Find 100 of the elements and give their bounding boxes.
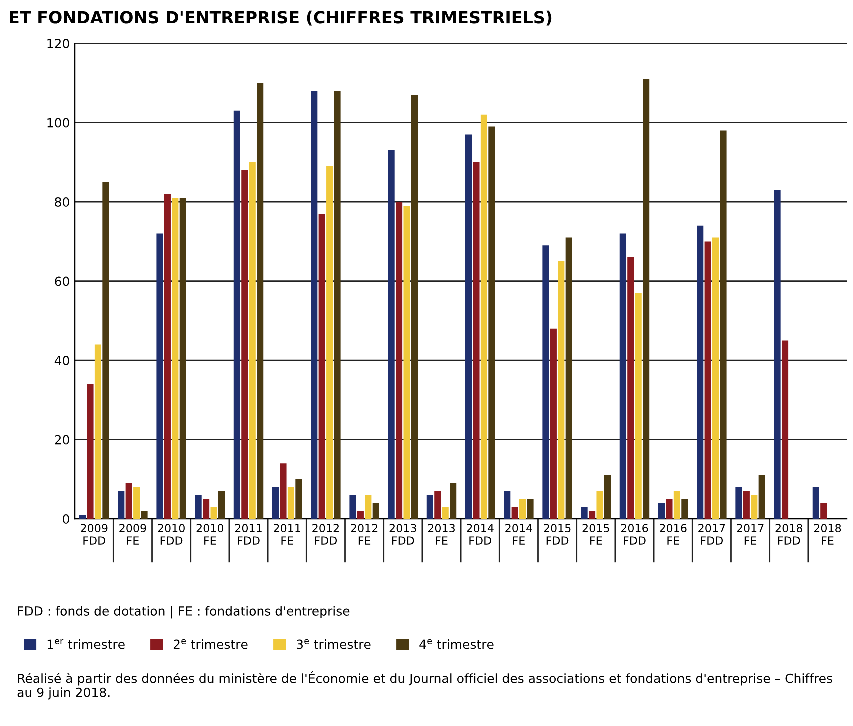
bar xyxy=(504,491,511,520)
bar xyxy=(488,126,496,520)
bar xyxy=(589,511,596,520)
x-tick-label: 2012 FDD xyxy=(312,524,339,545)
x-tick-label: 2018 FE xyxy=(814,524,842,545)
bar xyxy=(357,511,364,520)
bar xyxy=(442,507,449,520)
bar xyxy=(372,503,380,520)
y-tick-label: 0 xyxy=(63,514,70,524)
x-tick-label: 2017 FE xyxy=(737,524,764,545)
bar xyxy=(172,198,179,520)
bar xyxy=(365,495,372,520)
x-tick-label: 2018 FDD xyxy=(776,524,803,545)
bar xyxy=(682,499,688,520)
y-tick-label: 100 xyxy=(48,118,70,128)
bar xyxy=(566,238,572,520)
bar xyxy=(249,162,256,520)
bar xyxy=(180,198,186,520)
legend-label: 3$^{e}$ trimestre xyxy=(297,639,371,650)
legend-label: 4$^{e}$ trimestre xyxy=(420,639,494,650)
bar xyxy=(520,499,526,520)
bar xyxy=(334,91,341,520)
bar xyxy=(743,491,750,520)
bar xyxy=(326,166,334,520)
bar xyxy=(820,503,828,520)
bar xyxy=(527,499,534,520)
bar xyxy=(542,246,550,520)
x-tick-label: 2015 FDD xyxy=(544,524,571,545)
bar xyxy=(257,83,264,520)
bar xyxy=(141,511,148,520)
y-tick-label: 60 xyxy=(55,276,70,286)
bar xyxy=(102,182,110,520)
bar xyxy=(218,491,226,520)
bar xyxy=(411,95,418,520)
bar xyxy=(751,495,758,520)
bar xyxy=(296,479,302,520)
bar xyxy=(126,483,132,520)
bar xyxy=(87,384,94,520)
bar xyxy=(195,495,202,520)
bar xyxy=(234,110,240,520)
bar xyxy=(473,162,480,520)
x-tick-label: 2017 FDD xyxy=(698,524,726,545)
bar xyxy=(604,476,611,520)
text: FDD : fonds de dotation | FE : fondations d'entreprise xyxy=(18,606,350,619)
bar xyxy=(658,503,666,520)
x-tick-label: 2009 FDD xyxy=(81,524,108,545)
bar xyxy=(426,495,434,520)
bar xyxy=(720,130,727,520)
chart-title: ET FONDATIONS D'ENTREPRISE (CHIFFRES TRIMESTRIELS) xyxy=(10,10,552,26)
bar xyxy=(758,476,766,520)
bar xyxy=(782,340,789,520)
bar xyxy=(712,238,720,520)
x-tick-label: 2011 FE xyxy=(274,524,300,545)
bar xyxy=(581,507,588,520)
bar xyxy=(311,91,318,520)
bar xyxy=(134,487,140,520)
x-tick-label: 2012 FE xyxy=(351,524,378,545)
bar xyxy=(350,495,356,520)
bar xyxy=(774,190,781,520)
bar xyxy=(203,499,210,520)
bar xyxy=(164,194,171,520)
y-tick-label: 80 xyxy=(55,198,70,207)
bar xyxy=(242,170,248,520)
bar xyxy=(480,114,488,520)
x-tick-label: 2013 FDD xyxy=(390,524,416,545)
bar xyxy=(704,242,712,520)
x-tick-label: 2015 FE xyxy=(582,524,610,545)
bar xyxy=(666,499,673,520)
bar xyxy=(628,258,634,520)
bar xyxy=(118,491,125,520)
bar xyxy=(635,293,642,520)
legend-label: 2$^{e}$ trimestre xyxy=(174,639,248,650)
x-tick-label: 2014 FDD xyxy=(467,524,494,545)
x-tick-label: 2009 FE xyxy=(120,524,146,545)
bar xyxy=(94,344,102,520)
bar xyxy=(558,262,565,520)
bar xyxy=(404,206,410,520)
x-tick-label: 2013 FE xyxy=(428,524,455,545)
x-tick-label: 2011 FDD xyxy=(235,524,262,545)
bar xyxy=(156,234,164,520)
bar xyxy=(812,487,820,520)
bar xyxy=(620,234,626,520)
y-tick-label: 40 xyxy=(54,356,70,366)
x-tick-label: 2010 FDD xyxy=(158,524,185,545)
x-tick-label: 2014 FE xyxy=(506,524,532,545)
bar xyxy=(643,79,650,520)
bar xyxy=(697,226,704,520)
bar xyxy=(596,491,604,520)
bar xyxy=(736,487,742,520)
bar xyxy=(288,487,294,520)
y-tick-label: 120 xyxy=(48,39,70,48)
bar xyxy=(550,328,557,520)
bar xyxy=(318,214,326,520)
x-tick-label: 2016 FE xyxy=(660,524,687,545)
y-tick-label: 20 xyxy=(55,435,70,445)
x-tick-label: 2010 FE xyxy=(196,524,224,545)
bar xyxy=(674,491,680,520)
text: Réalisé à partir des données du ministère de l'Économie et du Journal officiel des associations et fondations d'entreprise – Chiffres au 9 juin 2018. xyxy=(18,672,832,700)
bar xyxy=(396,202,403,520)
bar xyxy=(80,515,86,520)
